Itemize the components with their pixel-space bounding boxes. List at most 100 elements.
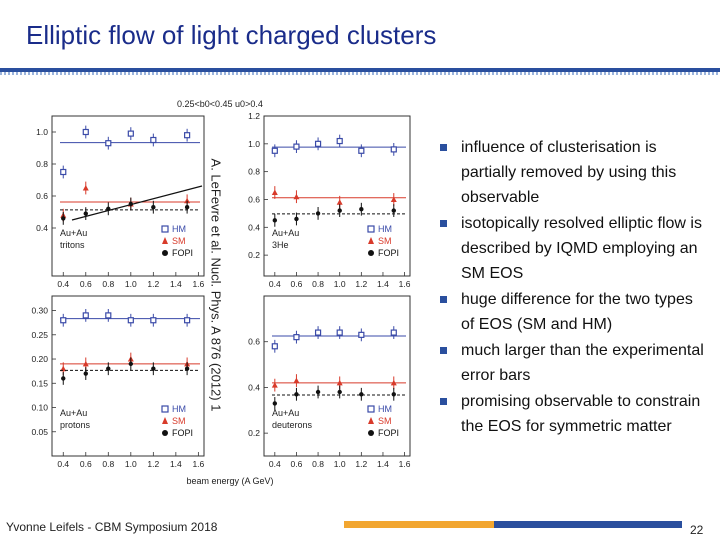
bullet-item: much larger than the experimental error …: [440, 338, 710, 388]
legend-marker-sm: [162, 237, 168, 244]
x-tick-label: 0.6: [80, 279, 92, 289]
data-point-sm: [336, 379, 343, 386]
data-point-fopi: [83, 211, 88, 216]
data-point-fopi: [294, 392, 299, 397]
data-point-hm: [336, 137, 343, 145]
x-tick-label: 1.6: [192, 279, 204, 289]
footer-blue-bar: [494, 521, 682, 528]
bullet-text: much larger than the experimental error …: [461, 342, 704, 384]
data-point-hm: [358, 331, 365, 338]
legend-label: SM: [172, 416, 186, 426]
title-underline-dots: [0, 72, 720, 75]
data-point-fopi: [272, 401, 278, 406]
x-tick-label: 1.4: [170, 279, 182, 289]
data-point-fopi: [294, 216, 299, 222]
x-tick-label: 0.4: [269, 279, 281, 289]
bullet-item: influence of clusterisation is partially…: [440, 135, 710, 210]
x-tick-label: 1.0: [334, 279, 346, 289]
x-tick-label: 0.8: [102, 279, 114, 289]
chart-x-axis-label: beam energy (A GeV): [186, 476, 273, 486]
bullet-square-icon: [440, 398, 447, 405]
y-tick-label: 0.2: [248, 428, 260, 438]
data-point-sm: [336, 199, 343, 205]
legend-marker-sm: [162, 417, 168, 424]
data-point-hm: [60, 317, 67, 324]
y-tick-label: 0.4: [36, 223, 48, 233]
data-point-hm: [150, 136, 157, 144]
legend-marker-hm: [161, 225, 169, 233]
panel-particle-label: tritons: [60, 240, 85, 250]
y-tick-label: 1.0: [248, 139, 260, 149]
legend-label: SM: [172, 236, 186, 246]
panel-frame: [263, 295, 411, 457]
data-point-hm: [314, 329, 322, 336]
x-tick-label: 0.8: [102, 459, 114, 469]
x-tick-label: 0.8: [312, 279, 324, 289]
data-point-fopi: [315, 389, 321, 395]
data-point-sm: [271, 382, 278, 388]
legend-label: HM: [172, 224, 186, 234]
data-point-hm: [336, 329, 343, 336]
legend-label: FOPI: [378, 428, 399, 438]
y-tick-label: 0.20: [31, 354, 48, 364]
x-tick-label: 1.6: [399, 459, 411, 469]
data-point-sm: [271, 189, 278, 196]
data-point-sm: [293, 377, 300, 384]
data-point-sm: [293, 193, 300, 200]
bullet-text: huge difference for the two types of EOS…: [461, 291, 693, 333]
chart-cut-label: 0.25<b0<0.45 u0>0.4: [177, 99, 263, 109]
footer-orange-bar: [344, 521, 494, 528]
legend-label: HM: [172, 404, 186, 414]
x-tick-label: 0.6: [80, 459, 92, 469]
x-tick-label: 1.2: [355, 279, 367, 289]
data-point-fopi: [83, 371, 88, 376]
legend-marker-fopi: [162, 430, 168, 436]
x-tick-label: 1.6: [192, 459, 204, 469]
data-point-hm: [390, 329, 397, 336]
reference-citation: A. LeFevre et al. Nucl. Phys. A 876 (201…: [206, 148, 226, 422]
bullet-square-icon: [440, 296, 447, 303]
data-point-hm: [314, 140, 322, 147]
elliptic-flow-figure: 0.25<b0<0.45 u0>0.4v2n(0.8)beam energy (…: [8, 92, 442, 494]
x-tick-label: 1.4: [170, 459, 182, 469]
data-point-fopi: [184, 205, 190, 210]
data-point-hm: [127, 130, 134, 137]
slide-title: Elliptic flow of light charged clusters: [26, 20, 437, 50]
x-tick-label: 1.4: [377, 459, 389, 469]
bullet-item: isotopically resolved elliptic flow is d…: [440, 211, 710, 286]
panel-frame: [263, 115, 411, 277]
x-tick-label: 1.4: [377, 279, 389, 289]
legend-marker-hm: [161, 405, 169, 413]
bullet-text: isotopically resolved elliptic flow is d…: [461, 215, 702, 282]
legend-marker-hm: [367, 405, 375, 413]
y-tick-label: 0.10: [31, 403, 48, 413]
y-tick-label: 0.6: [248, 194, 260, 204]
x-tick-label: 0.8: [312, 459, 324, 469]
data-point-fopi: [184, 366, 190, 371]
data-point-fopi: [106, 366, 111, 371]
panel-frame: [51, 295, 205, 457]
legend-marker-fopi: [368, 430, 374, 436]
data-point-fopi: [61, 376, 66, 381]
legend-marker-sm: [368, 417, 374, 424]
data-point-hm: [105, 312, 112, 319]
data-point-fopi: [337, 389, 342, 395]
data-point-fopi: [391, 208, 396, 213]
data-point-fopi: [128, 361, 134, 367]
y-tick-label: 0.8: [248, 167, 260, 177]
x-tick-label: 1.0: [334, 459, 346, 469]
panel-particle-label: 3He: [272, 240, 289, 250]
page-number: 22: [690, 523, 704, 537]
data-point-fopi: [337, 208, 342, 213]
x-tick-label: 1.6: [399, 279, 411, 289]
data-point-fopi: [272, 218, 278, 223]
panel-particle-label: deuterons: [272, 420, 313, 430]
data-point-hm: [358, 147, 365, 154]
data-point-sm: [82, 360, 89, 367]
legend-marker-hm: [367, 225, 375, 233]
legend-marker-sm: [368, 237, 374, 244]
y-tick-label: 1.2: [248, 111, 260, 121]
x-tick-label: 1.2: [355, 459, 367, 469]
data-point-fopi: [359, 207, 364, 212]
annotation-trend-line: [71, 185, 203, 221]
